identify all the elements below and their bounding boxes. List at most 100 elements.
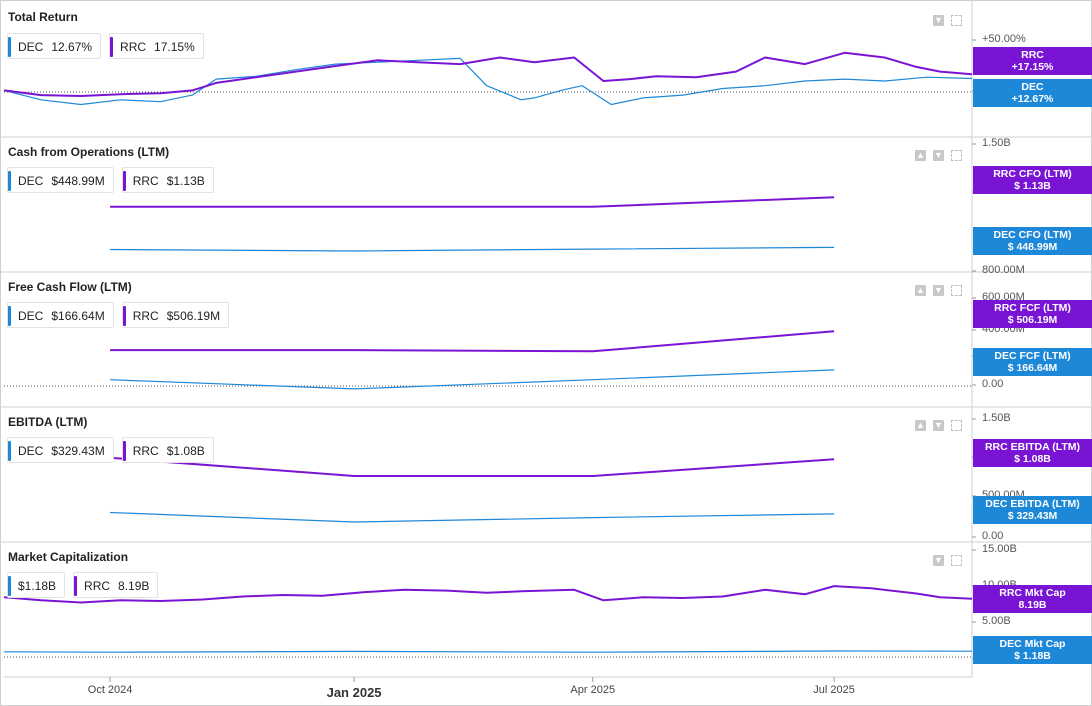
- y-tick-label: 800.00M: [982, 264, 1025, 276]
- legend-name: RRC: [84, 579, 111, 593]
- series-line-rrc: [110, 456, 835, 477]
- legend-name: DEC: [18, 309, 44, 323]
- flag-label: DEC: [1021, 81, 1044, 93]
- legend-chip-rrc: RRC $1.08B: [121, 437, 214, 463]
- legend-chip-dec: DEC $329.43M: [7, 437, 114, 463]
- legend-swatch: [122, 441, 126, 461]
- move-down-icon[interactable]: ▼: [933, 420, 944, 431]
- value-flag-rrc: RRC FCF (LTM) $ 506.19M: [973, 300, 1092, 328]
- legend-value: $506.19M: [166, 309, 221, 323]
- flag-label: RRC Mkt Cap: [999, 587, 1066, 599]
- value-flag-dec: DEC Mkt Cap $ 1.18B: [973, 636, 1092, 664]
- value-flag-dec: DEC +12.67%: [973, 79, 1092, 107]
- legend-name: RRC: [132, 174, 159, 188]
- panel-title: EBITDA (LTM): [8, 415, 88, 429]
- expand-icon[interactable]: [951, 150, 962, 161]
- series-line-dec: [110, 369, 835, 390]
- legend-swatch: [8, 306, 11, 326]
- legend-name: RRC: [132, 444, 159, 458]
- flag-label: RRC EBITDA (LTM): [984, 441, 1081, 453]
- flag-value: $ 1.08B: [1014, 453, 1051, 465]
- expand-icon[interactable]: [951, 15, 962, 26]
- flag-value: +17.15%: [1011, 61, 1054, 73]
- legend-value: $329.43M: [51, 444, 105, 458]
- move-up-icon[interactable]: ▲: [915, 150, 926, 161]
- y-tick-label: 0.00: [982, 530, 1004, 542]
- move-down-icon[interactable]: ▼: [933, 555, 944, 566]
- y-tick-label: +50.00%: [982, 33, 1026, 45]
- y-tick-label: 1.50B: [982, 137, 1011, 149]
- series-line-dec: [110, 246, 835, 252]
- legend-chip-rrc: RRC $1.13B: [121, 167, 214, 193]
- flag-value: 8.19B: [1018, 599, 1047, 611]
- flag-value: $ 1.13B: [1014, 180, 1051, 192]
- legend-chip-dec: DEC $166.64M: [7, 302, 114, 328]
- x-tick-label: Jan 2025: [326, 685, 382, 700]
- legend-value: $166.64M: [51, 309, 105, 323]
- series-line-rrc: [3, 51, 973, 97]
- move-up-icon[interactable]: ▲: [915, 285, 926, 296]
- legend-chip-rrc: RRC 8.19B: [73, 572, 159, 598]
- legend-name: RRC: [120, 40, 147, 54]
- flag-label: DEC Mkt Cap: [999, 638, 1066, 650]
- legend-chip-rrc: RRC 17.15%: [109, 33, 204, 59]
- legend-value: $448.99M: [51, 174, 105, 188]
- x-tick-label: Jul 2025: [813, 684, 855, 696]
- value-flag-rrc: RRC +17.15%: [973, 47, 1092, 75]
- legend-chip-dec: DEC $448.99M: [7, 167, 114, 193]
- flag-label: RRC CFO (LTM): [993, 168, 1072, 180]
- legend-swatch: [74, 576, 78, 596]
- flag-value: +12.67%: [1011, 93, 1054, 105]
- value-flag-dec: DEC FCF (LTM) $ 166.64M: [973, 348, 1092, 376]
- flag-value: $ 1.18B: [1014, 650, 1051, 662]
- y-tick-label: 0.00: [982, 378, 1004, 390]
- legend-swatch: [8, 576, 11, 596]
- flag-label: DEC FCF (LTM): [994, 350, 1071, 362]
- flag-label: DEC EBITDA (LTM): [985, 498, 1080, 510]
- legend-name: DEC: [18, 174, 44, 188]
- legend-value: 8.19B: [118, 579, 150, 593]
- x-tick-label: Apr 2025: [570, 684, 616, 696]
- legend-chip-rrc: RRC $506.19M: [121, 302, 230, 328]
- move-down-icon[interactable]: ▼: [933, 150, 944, 161]
- panel-title: Total Return: [8, 10, 78, 24]
- expand-icon[interactable]: [951, 555, 962, 566]
- series-line-dec: [3, 650, 973, 653]
- flag-value: $ 448.99M: [1007, 241, 1058, 253]
- move-down-icon[interactable]: ▼: [933, 15, 944, 26]
- flag-label: DEC CFO (LTM): [993, 229, 1072, 241]
- series-line-dec: [3, 57, 973, 106]
- move-down-icon[interactable]: ▼: [933, 285, 944, 296]
- series-line-rrc: [110, 330, 835, 353]
- x-tick-label: Oct 2024: [87, 684, 133, 696]
- legend-name: DEC: [18, 40, 44, 54]
- legend-swatch: [8, 441, 11, 461]
- legend-swatch: [110, 37, 114, 57]
- legend-name: DEC: [18, 444, 44, 458]
- legend-swatch: [122, 306, 126, 326]
- value-flag-rrc: RRC EBITDA (LTM) $ 1.08B: [973, 439, 1092, 467]
- legend-chip-dec: DEC 12.67%: [7, 33, 102, 59]
- flag-value: $ 506.19M: [1007, 314, 1058, 326]
- legend-value: 12.67%: [51, 40, 93, 54]
- series-line-rrc: [110, 196, 835, 208]
- flag-label: RRC: [1021, 49, 1044, 61]
- y-tick-label: 15.00B: [982, 543, 1017, 555]
- y-tick-label: 1.50B: [982, 412, 1011, 424]
- legend-name: RRC: [132, 309, 159, 323]
- expand-icon[interactable]: [951, 285, 962, 296]
- legend-value: $1.08B: [166, 444, 205, 458]
- legend-value: $1.18B: [18, 579, 57, 593]
- y-tick-label: 5.00B: [982, 615, 1011, 627]
- flag-value: $ 166.64M: [1007, 362, 1058, 374]
- expand-icon[interactable]: [951, 420, 962, 431]
- series-line-dec: [110, 511, 835, 523]
- legend-swatch: [8, 37, 11, 57]
- legend-value: $1.13B: [166, 174, 205, 188]
- series-line-rrc: [3, 585, 973, 604]
- move-up-icon[interactable]: ▲: [915, 420, 926, 431]
- flag-value: $ 329.43M: [1007, 510, 1058, 522]
- legend-swatch: [122, 171, 126, 191]
